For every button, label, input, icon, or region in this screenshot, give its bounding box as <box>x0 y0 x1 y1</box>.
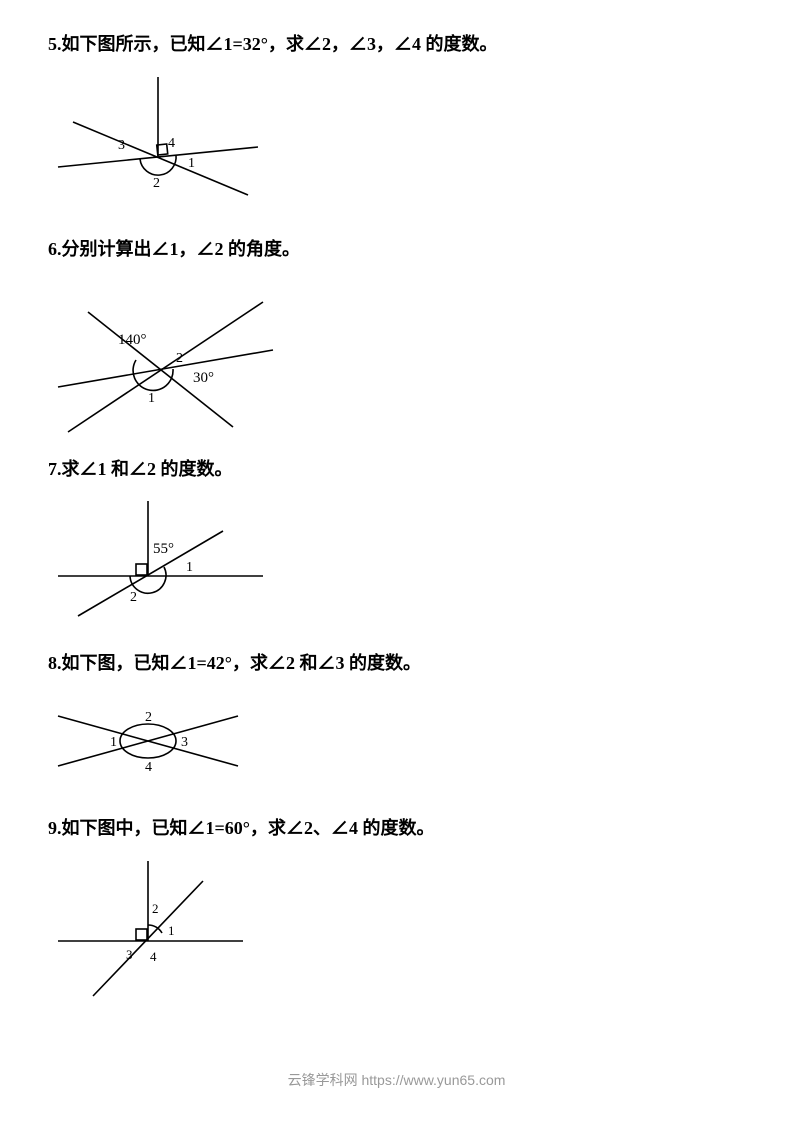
problem-9-diagram: 2 1 3 4 <box>48 851 248 1001</box>
problem-8: 8.如下图，已知∠1=42°，求∠2 和∠3 的度数。 2 1 3 4 <box>48 649 745 796</box>
page-footer: 云锋学科网 https://www.yun65.com <box>0 1070 793 1090</box>
problem-5: 5.如下图所示，已知∠1=32°，求∠2，∠3，∠4 的度数。 4 3 2 1 <box>48 30 745 217</box>
label-1: 1 <box>188 156 195 171</box>
label-1: 1 <box>168 923 175 938</box>
label-140: 140° <box>118 332 147 348</box>
problem-5-diagram: 4 3 2 1 <box>48 67 258 217</box>
problem-9: 9.如下图中，已知∠1=60°，求∠2、∠4 的度数。 2 1 3 4 <box>48 814 745 1001</box>
label-4: 4 <box>168 136 175 151</box>
problem-7: 7.求∠1 和∠2 的度数。 55° 1 2 <box>48 455 745 632</box>
label-3: 3 <box>181 735 188 750</box>
problem-6-text: 6.分别计算出∠1，∠2 的角度。 <box>48 235 745 264</box>
label-4: 4 <box>145 760 152 775</box>
label-30: 30° <box>193 370 214 386</box>
problem-9-text: 9.如下图中，已知∠1=60°，求∠2、∠4 的度数。 <box>48 814 745 843</box>
problem-7-diagram: 55° 1 2 <box>48 491 268 631</box>
label-2: 2 <box>176 351 183 366</box>
label-2: 2 <box>130 590 137 605</box>
label-3: 3 <box>126 947 133 962</box>
label-1: 1 <box>110 735 117 750</box>
label-55: 55° <box>153 541 174 557</box>
label-2: 2 <box>153 176 160 191</box>
problem-7-text: 7.求∠1 和∠2 的度数。 <box>48 455 745 484</box>
problem-8-text: 8.如下图，已知∠1=42°，求∠2 和∠3 的度数。 <box>48 649 745 678</box>
label-2: 2 <box>145 710 152 725</box>
label-4: 4 <box>150 949 157 964</box>
label-3: 3 <box>118 138 125 153</box>
label-2: 2 <box>152 901 159 916</box>
label-1: 1 <box>186 560 193 575</box>
worksheet-page: 5.如下图所示，已知∠1=32°，求∠2，∠3，∠4 的度数。 4 3 2 1 … <box>0 0 793 1001</box>
problem-5-text: 5.如下图所示，已知∠1=32°，求∠2，∠3，∠4 的度数。 <box>48 30 745 59</box>
problem-6-diagram: 140° 2 30° 1 <box>48 272 278 437</box>
label-1: 1 <box>148 391 155 406</box>
problem-8-diagram: 2 1 3 4 <box>48 686 248 796</box>
problem-6: 6.分别计算出∠1，∠2 的角度。 140° 2 30° 1 <box>48 235 745 437</box>
